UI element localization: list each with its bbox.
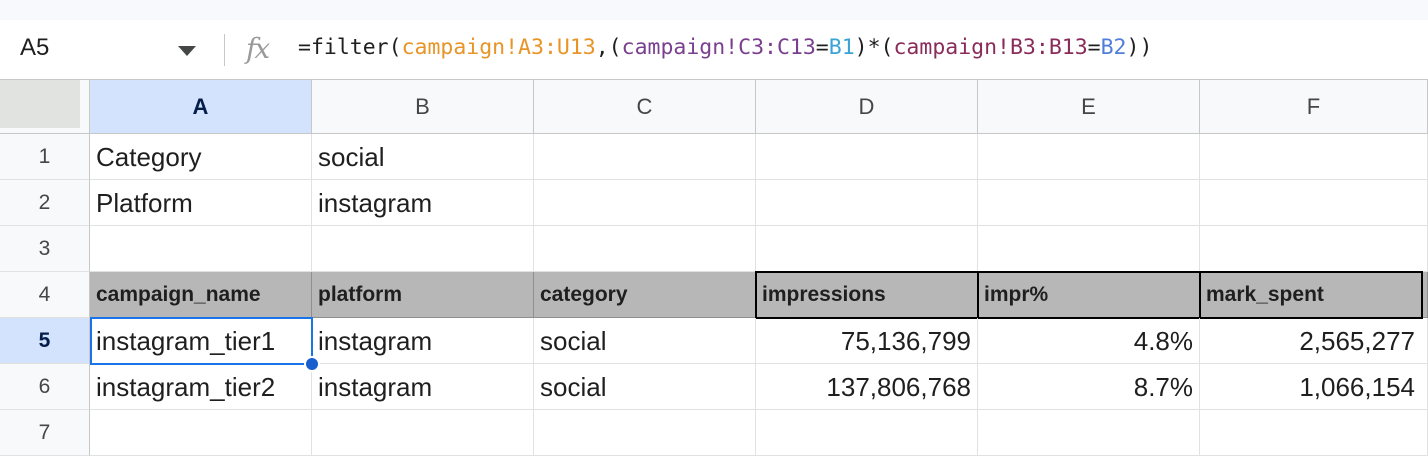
cell-b5[interactable]: instagram bbox=[312, 318, 534, 364]
cell-e3[interactable] bbox=[978, 226, 1200, 272]
row-header-2[interactable]: 2 bbox=[0, 180, 90, 226]
formula-range-ref: campaign!C3:C13 bbox=[621, 35, 816, 60]
cell-d3[interactable] bbox=[756, 226, 978, 272]
select-all-corner[interactable] bbox=[0, 80, 90, 134]
cell-f5[interactable]: 2,565,277 bbox=[1200, 318, 1428, 364]
cell-e7[interactable] bbox=[978, 410, 1200, 456]
cell-e6[interactable]: 8.7% bbox=[978, 364, 1200, 410]
cell-f6[interactable]: 1,066,154 bbox=[1200, 364, 1428, 410]
cell-d5[interactable]: 75,136,799 bbox=[756, 318, 978, 364]
column-header-f[interactable]: F bbox=[1200, 80, 1428, 134]
cell-c5[interactable]: social bbox=[534, 318, 756, 364]
cell-e4[interactable]: impr% bbox=[978, 272, 1200, 318]
cell-a2[interactable]: Platform bbox=[90, 180, 312, 226]
cell-b1[interactable]: social bbox=[312, 134, 534, 180]
column-header-c[interactable]: C bbox=[534, 80, 756, 134]
formula-cell-ref: B2 bbox=[1100, 35, 1127, 60]
cell-c4[interactable]: category bbox=[534, 272, 756, 318]
cell-b2[interactable]: instagram bbox=[312, 180, 534, 226]
cell-e5[interactable]: 4.8% bbox=[978, 318, 1200, 364]
name-box[interactable]: A5 bbox=[0, 20, 220, 79]
row-header-4[interactable]: 4 bbox=[0, 272, 90, 318]
fill-handle[interactable] bbox=[304, 356, 320, 372]
cell-a6[interactable]: instagram_tier2 bbox=[90, 364, 312, 410]
cell-c3[interactable] bbox=[534, 226, 756, 272]
row-header-1[interactable]: 1 bbox=[0, 134, 90, 180]
row-header-3[interactable]: 3 bbox=[0, 226, 90, 272]
cell-a5[interactable]: instagram_tier1 bbox=[90, 318, 312, 364]
chevron-down-icon[interactable] bbox=[178, 46, 196, 56]
cell-b4[interactable]: platform bbox=[312, 272, 534, 318]
cell-d1[interactable] bbox=[756, 134, 978, 180]
cell-c1[interactable] bbox=[534, 134, 756, 180]
formula-range-ref: campaign!B3:B13 bbox=[893, 35, 1088, 60]
cell-a1[interactable]: Category bbox=[90, 134, 312, 180]
cell-d7[interactable] bbox=[756, 410, 978, 456]
top-strip bbox=[0, 0, 1428, 20]
column-header-a[interactable]: A bbox=[90, 80, 312, 134]
cell-d6[interactable]: 137,806,768 bbox=[756, 364, 978, 410]
cell-f3[interactable] bbox=[1200, 226, 1428, 272]
formula-part: ,( bbox=[595, 35, 622, 60]
cell-b3[interactable] bbox=[312, 226, 534, 272]
formula-input[interactable]: =filter(campaign!A3:U13,(campaign!C3:C13… bbox=[298, 35, 1152, 60]
cell-e1[interactable] bbox=[978, 134, 1200, 180]
formula-cell-ref: B1 bbox=[828, 35, 855, 60]
row-header-6[interactable]: 6 bbox=[0, 364, 90, 410]
cell-a7[interactable] bbox=[90, 410, 312, 456]
cell-a4[interactable]: campaign_name bbox=[90, 272, 312, 318]
name-box-value[interactable]: A5 bbox=[20, 34, 50, 61]
formula-part: )) bbox=[1126, 35, 1153, 60]
column-header-b[interactable]: B bbox=[312, 80, 534, 134]
column-header-d[interactable]: D bbox=[756, 80, 978, 134]
corner-fill bbox=[0, 80, 80, 128]
formula-part: =filter( bbox=[298, 35, 402, 60]
formula-part: = bbox=[1087, 35, 1101, 60]
column-header-e[interactable]: E bbox=[978, 80, 1200, 134]
fx-icon: fx bbox=[246, 32, 270, 65]
cell-c2[interactable] bbox=[534, 180, 756, 226]
cell-f7[interactable] bbox=[1200, 410, 1428, 456]
formula-range-ref: campaign!A3:U13 bbox=[401, 35, 596, 60]
cell-c7[interactable] bbox=[534, 410, 756, 456]
cell-f1[interactable] bbox=[1200, 134, 1428, 180]
spreadsheet-grid: A B C D E F 1 2 3 4 5 6 7 Category socia… bbox=[0, 80, 1428, 460]
row-header-7[interactable]: 7 bbox=[0, 410, 90, 456]
cell-b6[interactable]: instagram bbox=[312, 364, 534, 410]
formula-part: )*( bbox=[854, 35, 894, 60]
row-header-5[interactable]: 5 bbox=[0, 318, 90, 364]
cell-c6[interactable]: social bbox=[534, 364, 756, 410]
cell-b7[interactable] bbox=[312, 410, 534, 456]
cell-f4[interactable]: mark_spent bbox=[1200, 272, 1428, 318]
cell-d4[interactable]: impressions bbox=[756, 272, 978, 318]
cell-d2[interactable] bbox=[756, 180, 978, 226]
cell-f2[interactable] bbox=[1200, 180, 1428, 226]
formula-bar: A5 fx =filter(campaign!A3:U13,(campaign!… bbox=[0, 20, 1428, 80]
formula-bar-divider bbox=[224, 34, 225, 66]
formula-part: = bbox=[815, 35, 829, 60]
cell-a3[interactable] bbox=[90, 226, 312, 272]
cell-e2[interactable] bbox=[978, 180, 1200, 226]
